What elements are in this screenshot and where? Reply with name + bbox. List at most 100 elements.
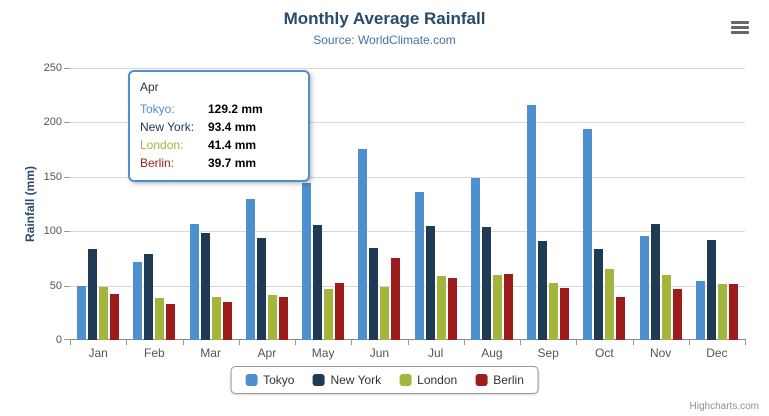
legend-item-new-york[interactable]: New York	[312, 373, 381, 387]
y-axis-label: 50	[49, 279, 62, 292]
bar-new-york-apr[interactable]	[256, 238, 266, 340]
tooltip-row-new-york: New York: 93.4 mm	[140, 118, 298, 136]
bar-new-york-may[interactable]	[313, 224, 323, 340]
bar-tokyo-sep[interactable]	[527, 104, 537, 340]
credits-link[interactable]: Highcharts.com	[689, 401, 759, 412]
x-axis-label-jan: Jan	[88, 346, 108, 360]
y-axis-tick	[64, 339, 70, 340]
bar-new-york-nov[interactable]	[650, 224, 660, 340]
tooltip-series-value: 93.4 mm	[208, 120, 257, 134]
bar-london-feb[interactable]	[155, 297, 165, 340]
bar-berlin-dec[interactable]	[728, 284, 738, 340]
x-axis-label-dec: Dec	[706, 346, 728, 360]
bar-tokyo-dec[interactable]	[695, 280, 705, 340]
bar-london-nov[interactable]	[661, 275, 671, 340]
bar-new-york-dec[interactable]	[706, 239, 716, 340]
category-group-dec	[689, 68, 745, 340]
y-axis-tick	[64, 231, 70, 233]
tooltip-row-london: London: 41.4 mm	[140, 136, 298, 154]
bar-berlin-feb[interactable]	[166, 303, 176, 340]
bar-tokyo-oct[interactable]	[583, 128, 593, 340]
category-group-jul	[408, 68, 464, 340]
bar-london-aug[interactable]	[492, 275, 502, 340]
bar-london-jul[interactable]	[436, 275, 446, 340]
tooltip-row-tokyo: Tokyo: 129.2 mm	[140, 100, 298, 118]
bar-london-may[interactable]	[324, 288, 334, 340]
bar-tokyo-feb[interactable]	[133, 262, 143, 340]
bar-london-sep[interactable]	[549, 283, 559, 340]
bar-new-york-feb[interactable]	[144, 254, 154, 340]
bar-berlin-may[interactable]	[335, 282, 345, 340]
bar-berlin-jun[interactable]	[391, 257, 401, 340]
x-axis-label-jun: Jun	[369, 346, 390, 360]
legend-swatch-icon	[399, 374, 412, 386]
bar-new-york-jan[interactable]	[88, 249, 98, 340]
legend-item-berlin[interactable]: Berlin	[475, 373, 524, 387]
x-axis-tick	[576, 339, 578, 345]
legend-item-london[interactable]: London	[399, 373, 457, 387]
bar-london-dec[interactable]	[717, 284, 727, 340]
tooltip-series-value: 39.7 mm	[208, 156, 257, 170]
category-group-jan	[70, 68, 126, 340]
legend-swatch-icon	[475, 374, 488, 386]
bar-new-york-sep[interactable]	[538, 240, 548, 340]
gridline	[70, 122, 745, 124]
hamburger-menu-icon	[731, 31, 749, 34]
x-axis-tick	[295, 339, 296, 345]
bar-london-jan[interactable]	[99, 286, 109, 340]
tooltip-series-name: Berlin:	[140, 156, 175, 170]
tooltip-row-berlin: Berlin: 39.7 mm	[140, 154, 298, 172]
y-axis-label: 200	[43, 116, 62, 129]
bar-tokyo-jun[interactable]	[358, 148, 368, 340]
bar-berlin-apr[interactable]	[278, 296, 288, 340]
legend-swatch-icon	[312, 374, 325, 386]
bar-berlin-nov[interactable]	[672, 289, 682, 340]
bar-tokyo-aug[interactable]	[470, 178, 480, 340]
x-axis-tick	[745, 339, 746, 345]
bar-tokyo-jul[interactable]	[414, 192, 424, 340]
x-axis-tick	[632, 339, 634, 345]
bar-tokyo-nov[interactable]	[639, 236, 649, 340]
tooltip-series-name: London:	[140, 138, 184, 152]
bar-new-york-jun[interactable]	[369, 248, 379, 340]
gridline	[70, 68, 745, 69]
bar-new-york-mar[interactable]	[200, 232, 210, 340]
bar-london-jun[interactable]	[380, 287, 390, 340]
bar-berlin-sep[interactable]	[560, 288, 570, 340]
bar-london-oct[interactable]	[605, 269, 615, 340]
category-group-jun	[351, 68, 407, 340]
legend-item-tokyo[interactable]: Tokyo	[245, 373, 294, 387]
legend: Tokyo New York London Berlin	[230, 366, 539, 394]
bar-tokyo-apr[interactable]	[245, 199, 255, 340]
bar-new-york-oct[interactable]	[594, 249, 604, 340]
hamburger-menu-icon	[731, 26, 749, 29]
y-axis-tick	[64, 285, 70, 287]
x-axis-labels: Jan Feb Mar Apr May Jun Jul Aug Sep Oct Nov Dec	[70, 346, 745, 360]
legend-label: Tokyo	[263, 373, 295, 387]
bar-berlin-mar[interactable]	[222, 302, 232, 340]
x-axis-label-nov: Nov	[649, 346, 672, 360]
x-axis-tick	[407, 339, 409, 345]
bar-berlin-aug[interactable]	[503, 274, 513, 340]
bar-new-york-aug[interactable]	[481, 226, 491, 340]
export-menu-button[interactable]	[731, 21, 749, 34]
x-axis-tick	[182, 339, 184, 345]
legend-swatch-icon	[245, 374, 258, 386]
bar-berlin-jul[interactable]	[447, 277, 457, 340]
bar-london-mar[interactable]	[211, 297, 221, 340]
bar-groups	[70, 68, 745, 340]
bar-tokyo-mar[interactable]	[189, 224, 199, 340]
x-axis-label-apr: Apr	[257, 346, 277, 360]
bar-tokyo-may[interactable]	[302, 183, 312, 340]
bar-berlin-jan[interactable]	[110, 293, 120, 340]
bar-berlin-oct[interactable]	[616, 297, 626, 340]
y-axis-label: 100	[43, 225, 62, 238]
bar-london-apr[interactable]	[267, 294, 277, 340]
bar-new-york-jul[interactable]	[425, 225, 435, 340]
legend-label: New York	[330, 373, 382, 387]
x-axis-tick	[351, 339, 353, 345]
tooltip-series-value: 41.4 mm	[208, 138, 257, 152]
bar-tokyo-jan[interactable]	[77, 285, 87, 340]
category-group-mar	[183, 68, 239, 340]
